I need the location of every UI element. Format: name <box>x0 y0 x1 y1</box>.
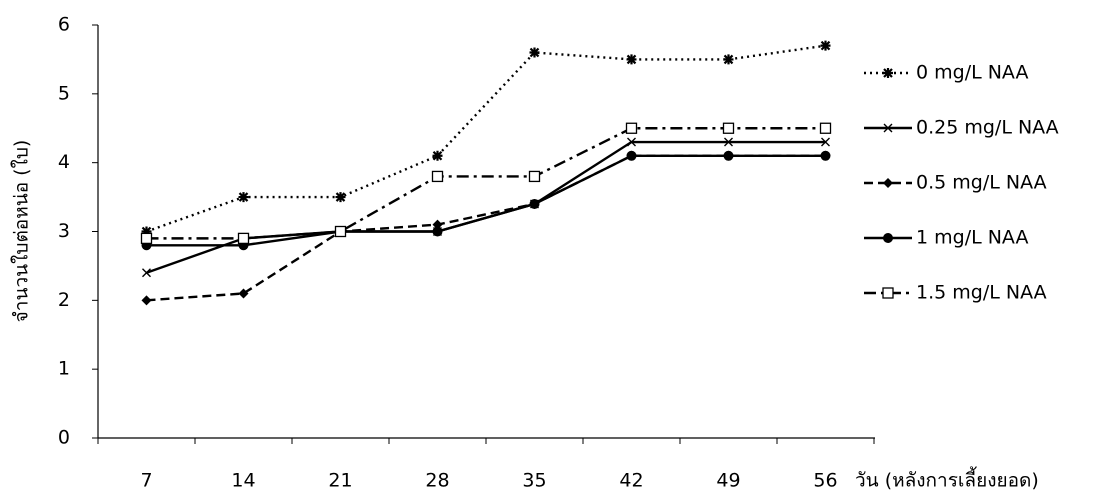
marker <box>432 226 443 237</box>
x-tick-label: 21 <box>328 470 352 492</box>
x-tick-label: 28 <box>425 470 449 492</box>
series-line <box>146 154 826 247</box>
x-tick-label: 42 <box>619 470 643 492</box>
marker <box>883 233 893 243</box>
legend-label: 1.5 mg/L NAA <box>916 282 1047 304</box>
marker <box>627 137 636 147</box>
series-line <box>146 154 826 302</box>
y-tick-label: 1 <box>58 358 70 380</box>
marker <box>528 170 541 183</box>
marker <box>141 226 152 237</box>
marker <box>334 225 347 238</box>
x-axis-label: วัน (หลังการเลี้ยงยอด) <box>855 467 1039 492</box>
marker <box>883 178 893 188</box>
marker <box>883 68 893 78</box>
legend-label: 1 mg/L NAA <box>916 227 1028 249</box>
marker <box>723 54 734 65</box>
x-tick-label: 35 <box>522 470 546 492</box>
y-tick-label: 2 <box>58 289 70 311</box>
marker <box>626 150 637 161</box>
marker <box>626 54 637 65</box>
marker <box>625 122 638 134</box>
legend-label: 0.25 mg/L NAA <box>916 117 1059 139</box>
x-tick-label: 14 <box>231 470 255 492</box>
marker <box>723 150 734 161</box>
marker <box>883 123 893 133</box>
y-axis-label: จำนวนใบต่อหน่อ (ใบ) <box>11 140 33 323</box>
y-tick-label: 4 <box>58 151 70 173</box>
y-tick-label: 5 <box>58 82 70 104</box>
legend-label: 0.5 mg/L NAA <box>916 172 1047 194</box>
marker <box>821 137 830 147</box>
x-tick-label: 7 <box>140 470 152 492</box>
x-tick-label: 49 <box>716 470 740 492</box>
legend-label: 0 mg/L NAA <box>916 62 1028 84</box>
marker <box>237 232 250 245</box>
marker <box>238 192 249 203</box>
y-tick-label: 0 <box>58 427 70 449</box>
marker <box>140 232 153 245</box>
marker <box>432 150 443 161</box>
marker <box>820 40 831 51</box>
x-tick-label: 56 <box>813 470 837 492</box>
marker <box>432 219 443 230</box>
y-tick-label: 6 <box>58 14 70 36</box>
marker <box>141 295 152 306</box>
marker <box>820 150 831 161</box>
marker <box>722 122 735 134</box>
y-tick-label: 3 <box>58 220 70 242</box>
marker <box>529 47 540 58</box>
series-line <box>146 140 826 274</box>
marker <box>142 268 151 278</box>
marker <box>819 122 832 134</box>
series-line <box>146 127 826 240</box>
marker <box>724 137 733 147</box>
marker <box>238 288 249 299</box>
marker <box>335 192 346 203</box>
marker <box>529 198 540 209</box>
marker <box>882 287 894 299</box>
series-line <box>146 44 826 233</box>
marker <box>431 170 444 183</box>
